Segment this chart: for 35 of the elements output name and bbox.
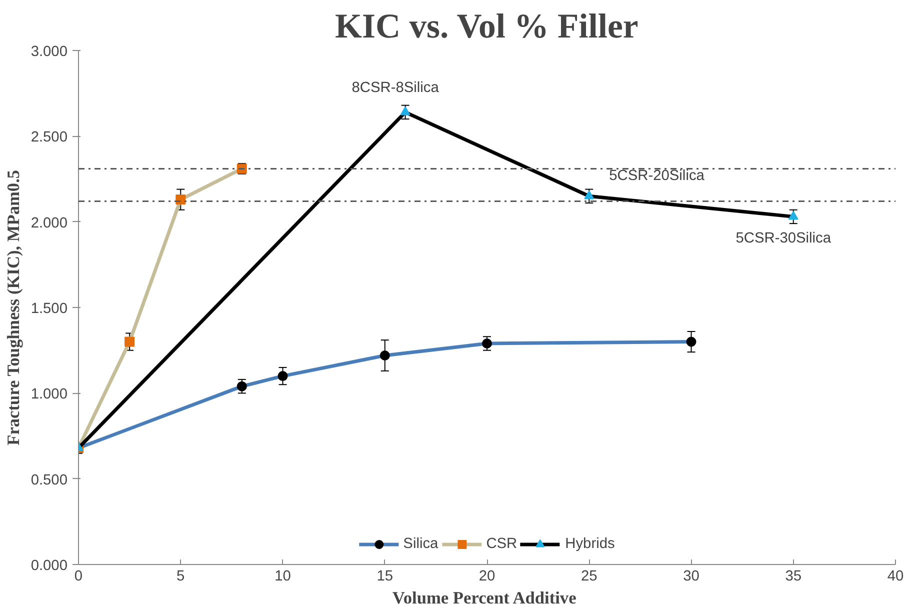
x-tick-label: 30 xyxy=(683,568,700,584)
y-tick-label: 2.500 xyxy=(30,130,68,146)
y-tick-label: 1.500 xyxy=(30,301,68,317)
annotation: 5CSR-30Silica xyxy=(736,230,832,247)
x-tick-label: 0 xyxy=(74,568,83,584)
x-tick-label: 40 xyxy=(887,568,904,584)
point xyxy=(124,336,135,347)
x-tick-label: 35 xyxy=(785,568,802,584)
point xyxy=(686,336,696,347)
x-tick-label: 5 xyxy=(176,568,185,584)
point xyxy=(482,338,492,348)
x-tick-label: 20 xyxy=(478,568,496,584)
legend-label: Hybrids xyxy=(565,536,615,552)
point xyxy=(278,371,288,382)
legend-label: Silica xyxy=(403,536,438,552)
point xyxy=(400,106,410,116)
y-tick-label: 0.000 xyxy=(30,558,68,574)
y-tick-label: 1.000 xyxy=(30,386,68,403)
x-tick-label: 10 xyxy=(274,568,291,584)
annotation: 8CSR-8Silica xyxy=(352,80,440,96)
y-tick-label: 0.500 xyxy=(30,472,68,488)
legend-label: CSR xyxy=(486,536,518,552)
x-tick-label: 15 xyxy=(376,568,394,584)
y-tick-label: 2.000 xyxy=(30,215,68,232)
y-tick-label: 3.000 xyxy=(30,44,68,60)
point xyxy=(380,350,390,360)
x-axis-title: Volume Percent Additive xyxy=(392,588,577,608)
point xyxy=(176,194,186,205)
point xyxy=(236,381,247,392)
point xyxy=(584,190,594,200)
point xyxy=(788,210,798,220)
y-axis-title: Fracture Toughness (KIC), MPam0.5 xyxy=(4,170,23,446)
annotation: 5CSR-20Silica xyxy=(609,168,706,184)
chart-title: KIC vs. Vol % Filler xyxy=(335,8,638,46)
x-tick-label: 25 xyxy=(580,568,598,584)
